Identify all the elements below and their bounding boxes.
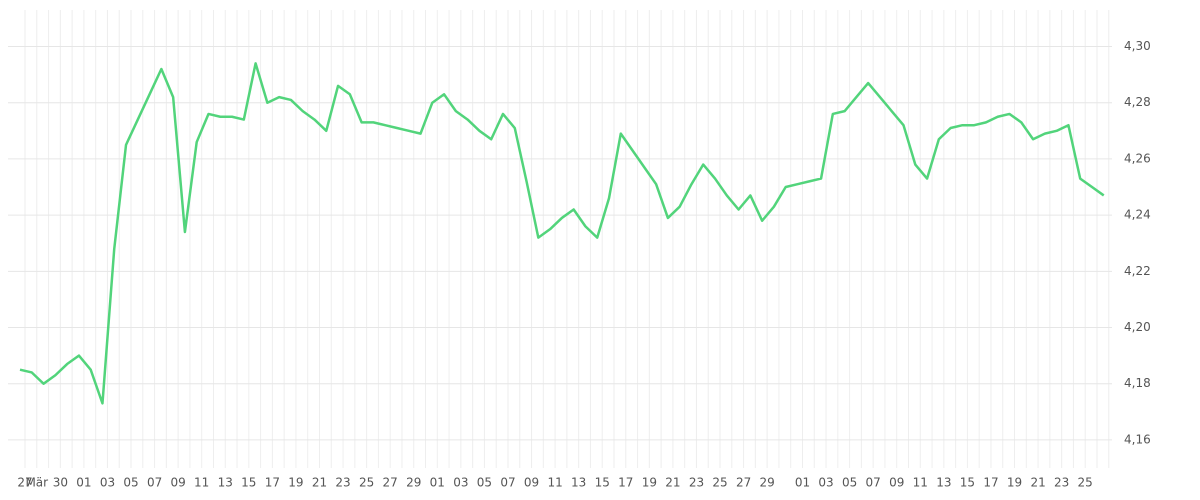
x-tick-label: 01 bbox=[430, 476, 445, 490]
x-tick-label: 19 bbox=[288, 476, 303, 490]
x-tick-label: 09 bbox=[889, 476, 904, 490]
x-tick-label: 21 bbox=[312, 476, 327, 490]
x-tick-label: 17 bbox=[618, 476, 633, 490]
x-tick-label: 15 bbox=[595, 476, 610, 490]
data-line bbox=[19, 62, 1105, 405]
x-tick-label: 13 bbox=[571, 476, 586, 490]
y-tick-label: 4,20 bbox=[1124, 320, 1151, 334]
x-tick-label: 11 bbox=[194, 476, 209, 490]
x-tick-label: 15 bbox=[241, 476, 256, 490]
x-tick-label: 23 bbox=[335, 476, 350, 490]
x-tick-label: 05 bbox=[477, 476, 492, 490]
x-tick-label: 25 bbox=[359, 476, 374, 490]
x-tick-label: 19 bbox=[642, 476, 657, 490]
x-tick-label: 07 bbox=[866, 476, 881, 490]
x-tick-label: 25 bbox=[712, 476, 727, 490]
x-tick-label: 27 bbox=[736, 476, 751, 490]
x-tick-label: 27 bbox=[17, 476, 32, 490]
x-tick-label: 03 bbox=[100, 476, 115, 490]
x-tick-label: 17 bbox=[265, 476, 280, 490]
x-tick-label: 29 bbox=[759, 476, 774, 490]
x-tick-label: 09 bbox=[524, 476, 539, 490]
x-tick-label: 09 bbox=[170, 476, 185, 490]
y-tick-label: 4,18 bbox=[1124, 376, 1151, 390]
x-tick-label: Mär bbox=[25, 476, 48, 490]
y-tick-label: 4,24 bbox=[1124, 208, 1151, 222]
x-tick-label: 25 bbox=[1078, 476, 1093, 490]
x-tick-label: 11 bbox=[547, 476, 562, 490]
x-tick-label: 29 bbox=[406, 476, 421, 490]
x-tick-label: 19 bbox=[1007, 476, 1022, 490]
x-tick-label: 23 bbox=[689, 476, 704, 490]
y-tick-label: 4,28 bbox=[1124, 95, 1151, 109]
x-tick-label: 03 bbox=[818, 476, 833, 490]
y-tick-label: 4,26 bbox=[1124, 151, 1151, 165]
x-tick-label: 05 bbox=[123, 476, 138, 490]
x-tick-label: 03 bbox=[453, 476, 468, 490]
y-tick-label: 4,16 bbox=[1124, 432, 1151, 446]
x-tick-label: 11 bbox=[913, 476, 928, 490]
x-tick-label: 13 bbox=[218, 476, 233, 490]
x-tick-label: 23 bbox=[1054, 476, 1069, 490]
x-tick-label: 13 bbox=[936, 476, 951, 490]
x-tick-label: 17 bbox=[983, 476, 998, 490]
y-tick-label: 4,22 bbox=[1124, 264, 1151, 278]
x-tick-label: 27 bbox=[383, 476, 398, 490]
x-tick-label: 15 bbox=[960, 476, 975, 490]
x-tick-label: 07 bbox=[500, 476, 515, 490]
x-tick-label: 21 bbox=[1030, 476, 1045, 490]
x-tick-label: 30 bbox=[53, 476, 68, 490]
x-tick-label: 21 bbox=[665, 476, 680, 490]
x-tick-label: 07 bbox=[147, 476, 162, 490]
x-tick-label: 01 bbox=[795, 476, 810, 490]
y-tick-label: 4,30 bbox=[1124, 39, 1151, 53]
x-tick-label: 05 bbox=[842, 476, 857, 490]
x-tick-label: 01 bbox=[76, 476, 91, 490]
